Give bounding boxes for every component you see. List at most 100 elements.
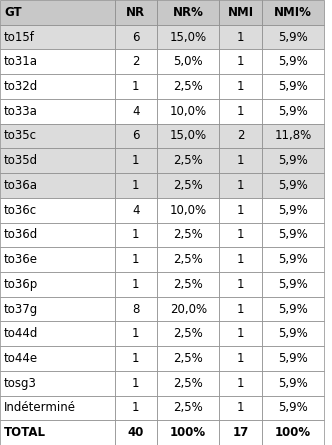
Bar [219, 371, 262, 396]
Text: 1: 1 [237, 401, 244, 414]
Text: 2,5%: 2,5% [173, 401, 203, 414]
Bar [115, 321, 157, 346]
Text: 5,9%: 5,9% [278, 303, 308, 316]
Bar [262, 297, 324, 321]
Text: 2,5%: 2,5% [173, 253, 203, 266]
Bar [157, 222, 219, 247]
Text: 1: 1 [237, 278, 244, 291]
Bar [219, 25, 262, 49]
Text: to36c: to36c [4, 204, 37, 217]
Bar [0, 173, 115, 198]
Bar [115, 222, 157, 247]
Bar [219, 297, 262, 321]
Text: 5,9%: 5,9% [278, 401, 308, 414]
Text: 2,5%: 2,5% [173, 377, 203, 390]
Text: TOTAL: TOTAL [4, 426, 46, 439]
Bar [219, 148, 262, 173]
Bar [115, 297, 157, 321]
Bar [219, 99, 262, 124]
Text: 1: 1 [237, 327, 244, 340]
Text: 4: 4 [132, 105, 139, 118]
Text: to36a: to36a [4, 179, 38, 192]
Text: to36e: to36e [4, 253, 38, 266]
Bar [157, 420, 219, 445]
Text: 1: 1 [237, 228, 244, 241]
Bar [0, 74, 115, 99]
Bar [219, 173, 262, 198]
Bar [0, 148, 115, 173]
Text: 1: 1 [132, 179, 139, 192]
Bar [0, 297, 115, 321]
Bar [219, 222, 262, 247]
Bar [262, 198, 324, 222]
Bar [262, 222, 324, 247]
Text: to44d: to44d [4, 327, 39, 340]
Text: 1: 1 [132, 352, 139, 365]
Bar [157, 0, 219, 25]
Text: 2: 2 [237, 129, 244, 142]
Text: 1: 1 [237, 31, 244, 44]
Bar [115, 346, 157, 371]
Bar [0, 321, 115, 346]
Text: 1: 1 [237, 154, 244, 167]
Text: 1: 1 [132, 80, 139, 93]
Bar [157, 74, 219, 99]
Text: 10,0%: 10,0% [170, 105, 207, 118]
Bar [157, 272, 219, 297]
Text: 17: 17 [233, 426, 249, 439]
Text: 5,9%: 5,9% [278, 352, 308, 365]
Bar [157, 25, 219, 49]
Bar [0, 396, 115, 420]
Bar [262, 272, 324, 297]
Text: to36d: to36d [4, 228, 38, 241]
Bar [219, 420, 262, 445]
Text: 1: 1 [132, 253, 139, 266]
Text: 2,5%: 2,5% [173, 80, 203, 93]
Text: 6: 6 [132, 31, 139, 44]
Text: GT: GT [4, 6, 22, 19]
Bar [0, 25, 115, 49]
Bar [115, 247, 157, 272]
Bar [0, 124, 115, 148]
Text: tosg3: tosg3 [4, 377, 37, 390]
Bar [115, 0, 157, 25]
Bar [115, 74, 157, 99]
Bar [219, 247, 262, 272]
Text: 5,0%: 5,0% [173, 55, 203, 68]
Bar [0, 420, 115, 445]
Text: 2,5%: 2,5% [173, 278, 203, 291]
Bar [262, 346, 324, 371]
Text: 100%: 100% [275, 426, 311, 439]
Text: Indéterminé: Indéterminé [4, 401, 76, 414]
Text: 5,9%: 5,9% [278, 228, 308, 241]
Bar [157, 297, 219, 321]
Bar [157, 124, 219, 148]
Text: 1: 1 [132, 327, 139, 340]
Text: NR%: NR% [173, 6, 204, 19]
Bar [115, 396, 157, 420]
Text: 1: 1 [237, 105, 244, 118]
Bar [219, 272, 262, 297]
Bar [0, 99, 115, 124]
Text: 1: 1 [237, 352, 244, 365]
Bar [219, 198, 262, 222]
Text: 2,5%: 2,5% [173, 154, 203, 167]
Text: to44e: to44e [4, 352, 38, 365]
Text: 15,0%: 15,0% [170, 31, 207, 44]
Bar [262, 0, 324, 25]
Text: 1: 1 [237, 253, 244, 266]
Text: 5,9%: 5,9% [278, 327, 308, 340]
Text: 1: 1 [237, 179, 244, 192]
Bar [219, 396, 262, 420]
Bar [262, 124, 324, 148]
Bar [157, 247, 219, 272]
Bar [115, 198, 157, 222]
Text: to32d: to32d [4, 80, 38, 93]
Text: 2,5%: 2,5% [173, 179, 203, 192]
Bar [157, 49, 219, 74]
Bar [219, 49, 262, 74]
Bar [115, 99, 157, 124]
Bar [157, 346, 219, 371]
Bar [115, 49, 157, 74]
Text: to33a: to33a [4, 105, 38, 118]
